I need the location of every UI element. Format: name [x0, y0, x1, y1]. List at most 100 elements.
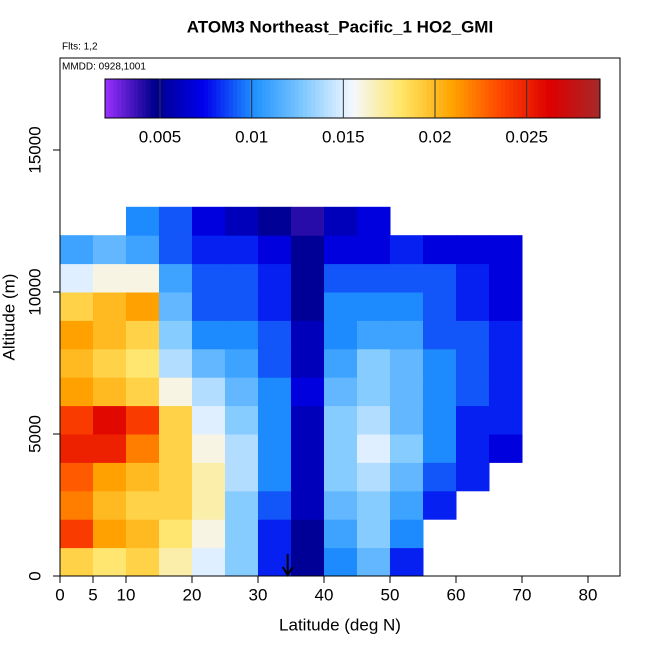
colorbar-swatch [237, 79, 242, 118]
heat-cell [422, 348, 457, 378]
heat-cell [356, 348, 391, 378]
x-tick-label: 20 [183, 585, 202, 604]
colorbar-swatch [274, 79, 279, 118]
colorbar-swatch [187, 79, 193, 118]
colorbar-swatch [381, 79, 386, 118]
colorbar-swatch [224, 79, 230, 118]
heat-cell [92, 235, 127, 265]
colorbar-swatch [385, 79, 391, 118]
heat-cell [389, 547, 424, 577]
heat-cell [60, 348, 94, 378]
heat-cell [422, 490, 457, 520]
heat-cell [125, 547, 160, 577]
colorbar-swatch [402, 79, 407, 118]
heat-cell [60, 291, 94, 321]
colorbar-swatch [542, 79, 547, 118]
heat-cell [257, 462, 292, 492]
heat-cell [323, 320, 358, 350]
heat-cell [257, 263, 292, 293]
heat-cell [60, 377, 94, 407]
heat-cell [455, 348, 490, 378]
colorbar-swatch [360, 79, 366, 118]
colorbar-swatch [538, 79, 543, 118]
colorbar-swatch [319, 79, 325, 118]
colorbar-tick-label: 0.02 [418, 127, 451, 146]
y-tick-label: 15000 [25, 126, 44, 173]
colorbar-swatch [529, 79, 535, 118]
colorbar-swatch [175, 79, 180, 118]
heat-cell [60, 519, 94, 549]
heat-cell [488, 348, 523, 378]
heat-cell [158, 263, 193, 293]
plot-frame [59, 57, 621, 577]
heat-cell [125, 348, 160, 378]
colorbar-swatch [472, 79, 477, 118]
colorbar-swatch [109, 79, 114, 118]
heat-cell [257, 348, 292, 378]
colorbar-swatch [303, 79, 308, 118]
heat-cell [323, 206, 358, 236]
colorbar-swatch [393, 79, 399, 118]
heat-cell [389, 462, 424, 492]
heat-cell [125, 377, 160, 407]
heat-cell [257, 235, 292, 265]
annotation: MMDD: 0928,1001 [62, 62, 146, 73]
heat-cell [488, 433, 523, 463]
heat-cell [60, 462, 94, 492]
colorbar-swatch [406, 79, 411, 118]
heat-cell [488, 235, 523, 265]
colorbar-swatch [369, 79, 374, 118]
colorbar-swatch [587, 79, 593, 118]
heat-cell [257, 320, 292, 350]
heat-cell [224, 462, 259, 492]
heat-cell [125, 462, 160, 492]
colorbar-swatch [208, 79, 213, 118]
heat-cell [323, 263, 358, 293]
heat-cell [389, 235, 424, 265]
colorbar-swatch [278, 79, 283, 118]
heat-cell [158, 206, 193, 236]
heat-cell [92, 405, 127, 435]
heat-cell [257, 206, 292, 236]
colorbar-swatch [418, 79, 424, 118]
heat-cell [92, 519, 127, 549]
heat-cell [191, 519, 226, 549]
colorbar-swatch [158, 79, 164, 118]
heat-cell [92, 348, 127, 378]
x-tick-label: 80 [579, 585, 598, 604]
colorbar-swatch [311, 79, 316, 118]
colorbar-swatch [422, 79, 428, 118]
colorbar-swatch [476, 79, 481, 118]
colorbar-swatch [459, 79, 465, 118]
heat-cell [125, 206, 160, 236]
colorbar-swatch [583, 79, 589, 118]
y-tick-label: 5000 [25, 415, 44, 453]
colorbar-swatch [414, 79, 419, 118]
heat-cell [356, 206, 391, 236]
heat-cell [257, 291, 292, 321]
colorbar-swatch [146, 79, 151, 118]
heat-cell [224, 433, 259, 463]
heat-cell [455, 263, 490, 293]
colorbar-swatch [331, 79, 337, 118]
heat-cell [323, 405, 358, 435]
x-axis-label: Latitude (deg N) [279, 615, 401, 634]
chart-title: ATOM3 Northeast_Pacific_1 HO2_GMI [187, 17, 493, 36]
colorbar-swatch [463, 79, 469, 118]
colorbar-swatch [571, 79, 576, 118]
x-tick-label: 50 [381, 585, 400, 604]
colorbar-swatch [430, 79, 436, 118]
heat-cell [191, 291, 226, 321]
heat-cell [257, 433, 292, 463]
colorbar-swatch [125, 79, 131, 118]
heat-cell [389, 348, 424, 378]
heat-cell [257, 405, 292, 435]
colorbar-swatch [546, 79, 551, 118]
colorbar-swatch [286, 79, 292, 118]
heat-cell [191, 206, 226, 236]
colorbar-swatch [525, 79, 531, 118]
heat-cell [290, 348, 325, 378]
heat-cell [60, 490, 94, 520]
heat-cell [125, 263, 160, 293]
colorbar-swatch [212, 79, 217, 118]
